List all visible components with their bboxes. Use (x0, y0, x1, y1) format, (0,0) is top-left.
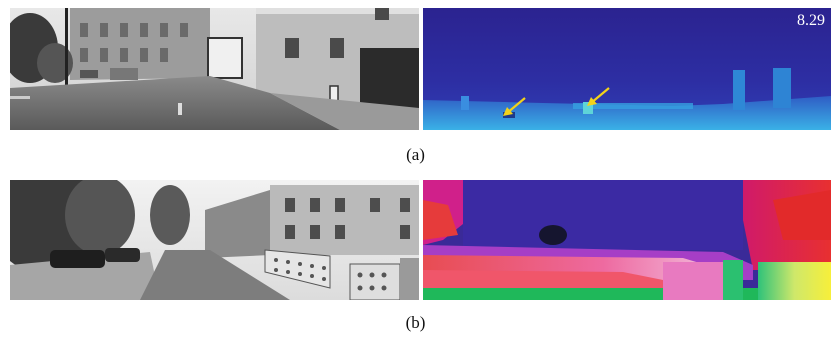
caption-a: (a) (406, 145, 425, 164)
yellow-arrow-icon (503, 97, 526, 116)
yellow-arrow-icon (587, 87, 610, 106)
photo-a (10, 8, 419, 130)
depth-map-b (423, 180, 831, 300)
depth-score: 8.29 (797, 12, 825, 29)
photo-b (10, 180, 419, 300)
depth-map-a: 8.29 (423, 8, 831, 130)
caption-b: (b) (405, 313, 426, 332)
